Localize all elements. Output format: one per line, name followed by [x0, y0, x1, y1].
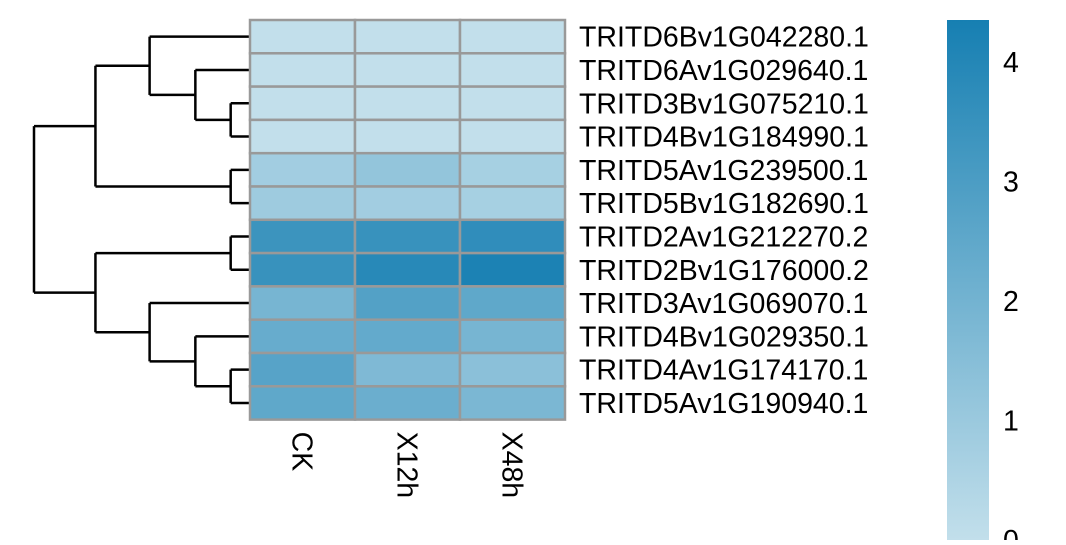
row-label: TRITD4Bv1G029350.1: [579, 321, 869, 353]
heatmap-cell: [458, 251, 567, 288]
legend-tick-label: 1: [1003, 405, 1019, 437]
row-label: TRITD5Av1G190940.1: [579, 388, 868, 420]
heatmap-cell: [458, 85, 567, 122]
row-label: TRITD5Av1G239500.1: [579, 155, 868, 187]
heatmap-cell: [248, 18, 357, 55]
row-dendrogram: [32, 35, 250, 405]
legend-color-bar: [947, 20, 989, 540]
row-label: TRITD2Bv1G176000.2: [579, 255, 869, 287]
heatmap-cell: [248, 385, 357, 421]
heatmap-cell: [353, 151, 462, 188]
color-legend: 0 1 2 3 4: [947, 20, 1019, 545]
heatmap-cell: [353, 218, 462, 255]
heatmap-cell: [353, 318, 462, 355]
heatmap-cell: [458, 351, 567, 388]
row-label: TRITD2Av1G212270.2: [579, 221, 868, 253]
heatmap-cell: [458, 118, 567, 155]
heatmap-cell: [458, 151, 567, 188]
heatmap-cell: [248, 318, 357, 355]
column-label: CK: [286, 432, 318, 472]
column-labels: CK X12h X48h: [286, 432, 528, 499]
heatmap-cell: [248, 185, 357, 222]
row-label: TRITD3Av1G069070.1: [579, 288, 868, 320]
heatmap-cell: [248, 218, 357, 255]
heatmap-cell: [353, 118, 462, 155]
legend-tick-label: 0: [1003, 525, 1019, 540]
row-label: TRITD6Av1G029640.1: [579, 55, 868, 87]
heatmap-cell: [353, 251, 462, 288]
heatmap-cell: [353, 285, 462, 321]
column-label: X12h: [391, 432, 423, 499]
row-label: TRITD5Bv1G182690.1: [579, 188, 869, 220]
row-label: TRITD3Bv1G075210.1: [579, 88, 869, 120]
row-label: TRITD6Bv1G042280.1: [579, 22, 869, 54]
heatmap-cell: [458, 18, 567, 55]
legend-tick-label: 4: [1003, 47, 1019, 79]
heatmap-cell: [458, 285, 567, 321]
heatmap-cell: [248, 351, 357, 388]
heatmap-cell: [248, 251, 357, 288]
row-label: TRITD4Bv1G184990.1: [579, 122, 869, 154]
heatmap-cells: [248, 18, 567, 421]
heatmap-cell: [353, 18, 462, 55]
legend-tick-label: 2: [1003, 286, 1019, 318]
heatmap-cell: [353, 185, 462, 222]
heatmap-cell: [458, 218, 567, 255]
heatmap-cell: [248, 118, 357, 155]
heatmap-cell: [353, 52, 462, 88]
column-label: X48h: [496, 432, 528, 499]
heatmap-cell: [458, 318, 567, 355]
heatmap-cell: [353, 351, 462, 388]
heatmap-cell: [248, 52, 357, 88]
heatmap-cell: [458, 385, 567, 421]
heatmap-cell: [353, 385, 462, 421]
heatmap-cell: [353, 85, 462, 122]
row-labels: TRITD6Bv1G042280.1TRITD6Av1G029640.1TRIT…: [579, 22, 869, 420]
row-label: TRITD4Av1G174170.1: [579, 355, 868, 387]
heatmap-cell: [458, 52, 567, 88]
heatmap-cell: [248, 285, 357, 321]
heatmap-cell: [248, 151, 357, 188]
heatmap-cell: [248, 85, 357, 122]
heatmap-cell: [458, 185, 567, 222]
legend-tick-label: 3: [1003, 166, 1019, 198]
